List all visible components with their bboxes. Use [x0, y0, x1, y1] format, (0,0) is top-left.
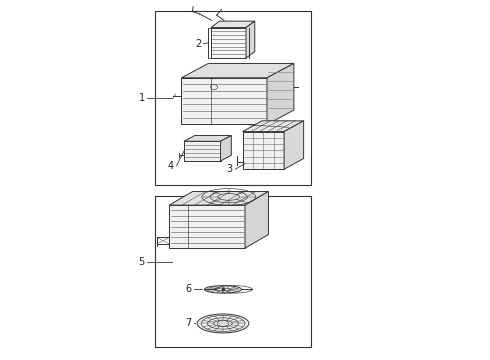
Ellipse shape	[197, 314, 249, 333]
Polygon shape	[220, 135, 231, 161]
Text: 1: 1	[139, 93, 145, 103]
Polygon shape	[181, 63, 294, 78]
Text: 6: 6	[185, 284, 191, 294]
Text: 5: 5	[139, 257, 145, 267]
Polygon shape	[181, 78, 267, 125]
Text: 3: 3	[227, 164, 233, 174]
Polygon shape	[184, 141, 220, 161]
Polygon shape	[284, 121, 304, 169]
Text: 4: 4	[168, 161, 174, 171]
Polygon shape	[245, 192, 269, 248]
Polygon shape	[184, 135, 231, 141]
Polygon shape	[243, 132, 284, 169]
Bar	[155, 12, 311, 185]
Bar	[155, 196, 311, 347]
Polygon shape	[211, 28, 246, 58]
Ellipse shape	[217, 320, 229, 327]
Text: 7: 7	[185, 319, 191, 328]
Polygon shape	[243, 121, 304, 132]
Text: 2: 2	[195, 39, 201, 49]
Polygon shape	[169, 205, 245, 248]
Polygon shape	[246, 21, 255, 58]
Polygon shape	[169, 192, 269, 205]
Ellipse shape	[217, 288, 229, 291]
Polygon shape	[211, 21, 255, 28]
Polygon shape	[267, 63, 294, 125]
